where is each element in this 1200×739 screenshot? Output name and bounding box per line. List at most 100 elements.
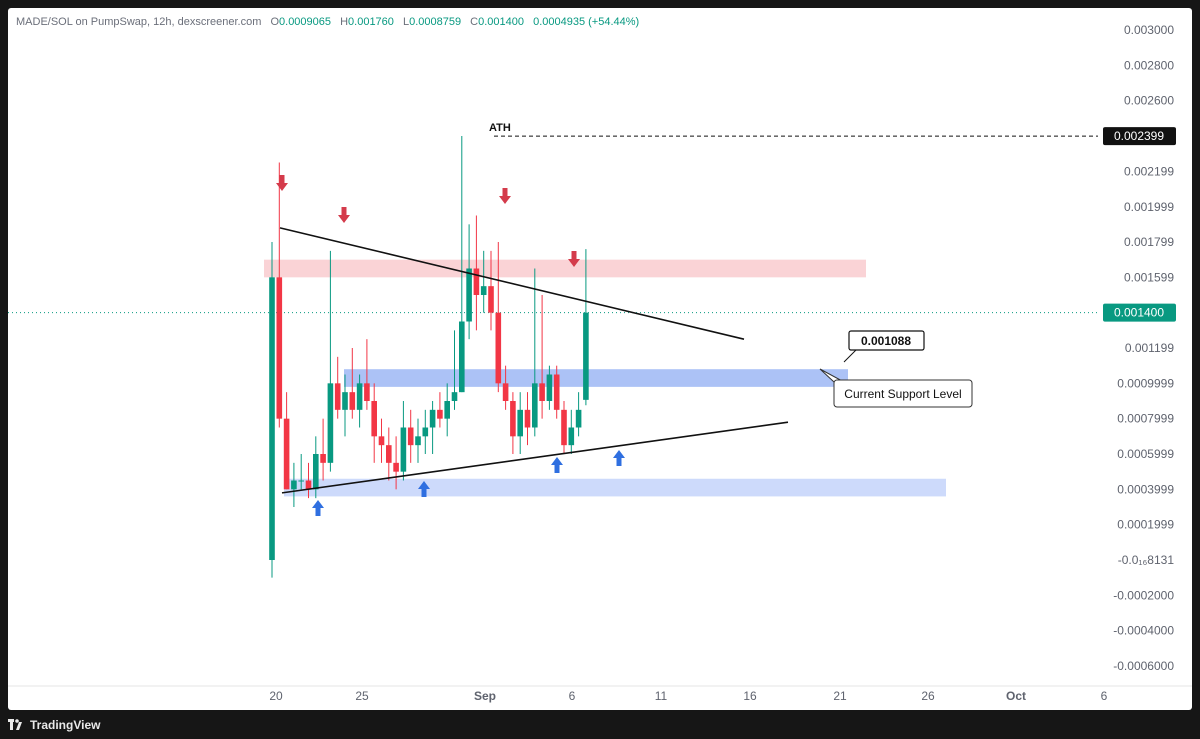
y-tick-label: 0.002199 <box>1124 165 1174 179</box>
candle-body <box>305 480 312 490</box>
candle-body <box>539 383 545 401</box>
candle-body <box>320 454 326 463</box>
y-tick-label: 0.002800 <box>1124 58 1174 72</box>
chart-canvas[interactable]: ATH 0.001088 Current Support Level 0.003000… <box>8 8 1192 710</box>
ath-label: ATH <box>489 122 511 134</box>
candle-body <box>356 383 363 410</box>
candle-body <box>415 436 421 446</box>
y-tick-label: 0.001400 <box>1114 306 1164 320</box>
y-tick-label: 0.001599 <box>1124 271 1174 285</box>
candle-body <box>313 454 319 490</box>
y-tick-label: 0.001199 <box>1125 341 1174 355</box>
candle-body <box>283 418 290 490</box>
y-tick-label: 0.0003999 <box>1117 482 1174 496</box>
ascending-support-trendline <box>281 421 789 494</box>
candle-body <box>532 383 538 428</box>
lower-support-zone <box>284 478 946 497</box>
symbol-title: MADE/SOL on PumpSwap, 12h, dexscreener.c… <box>16 16 262 28</box>
down-arrow-icon <box>568 251 580 267</box>
candle-body <box>400 427 407 472</box>
current-support-zone <box>344 369 848 387</box>
descending-resistance-trendline <box>279 227 745 340</box>
candle-body <box>459 321 465 393</box>
down-arrow-icon <box>338 207 350 223</box>
y-tick-label: -0.0004000 <box>1113 624 1174 638</box>
symbol-legend: MADE/SOL on PumpSwap, 12h, dexscreener.c… <box>16 16 639 28</box>
x-tick-label: 6 <box>1101 689 1108 703</box>
tradingview-logo-icon <box>8 719 22 730</box>
candle-body <box>276 277 283 419</box>
candle-body <box>502 383 509 401</box>
low-value: 0.0008759 <box>409 16 462 28</box>
open-label: O <box>270 16 280 28</box>
y-tick-label: 0.0007999 <box>1117 412 1174 426</box>
close-value: 0.001400 <box>478 16 525 28</box>
candle-body <box>553 374 560 410</box>
candle-body <box>510 401 516 437</box>
level-callout-box <box>848 330 925 351</box>
candle-body <box>517 409 523 437</box>
y-tick-label: -0.0006000 <box>1113 659 1174 673</box>
candle-body <box>364 383 370 401</box>
candle-body <box>488 286 494 313</box>
candle-body <box>269 277 275 560</box>
x-tick-label: 16 <box>743 689 757 703</box>
candle-body <box>386 445 392 463</box>
x-tick-label: 26 <box>921 689 935 703</box>
down-arrow-icon <box>499 188 511 204</box>
current-price-badge <box>1103 303 1176 322</box>
candle-body <box>583 312 589 400</box>
y-tick-label: 0.0009999 <box>1117 376 1174 390</box>
candle-body <box>334 383 341 410</box>
candle-body <box>378 436 385 446</box>
candle-body <box>480 286 487 295</box>
x-tick-label: 25 <box>355 689 369 703</box>
candle-body <box>451 392 458 401</box>
up-arrow-icon <box>418 481 430 497</box>
high-value: 0.001760 <box>348 16 394 28</box>
level-callout-text: 0.001088 <box>861 334 911 348</box>
change-value: 0.0004935 (+54.44%) <box>533 16 640 28</box>
candle-body <box>546 374 553 401</box>
open-value: 0.0009065 <box>279 16 332 28</box>
x-tick-label: 20 <box>269 689 283 703</box>
candle-body <box>393 462 399 472</box>
candle-body <box>429 409 436 428</box>
candle-body <box>291 480 297 490</box>
x-tick-label: 6 <box>569 689 576 703</box>
level-callout-pointer <box>843 349 857 363</box>
candle-body <box>444 401 450 419</box>
y-tick-label: 0.0001999 <box>1117 518 1174 532</box>
y-tick-label: -0.0002000 <box>1113 588 1174 602</box>
y-tick-label: 0.001999 <box>1124 200 1174 214</box>
candle-body <box>568 427 575 446</box>
candle-body <box>437 409 443 419</box>
x-tick-label: Sep <box>474 689 496 703</box>
candle-body <box>466 268 472 322</box>
tradingview-brand: TradingView <box>30 718 101 732</box>
y-tick-label: 0.002600 <box>1124 94 1174 108</box>
candle-body <box>575 409 582 428</box>
close-label: C <box>470 16 479 28</box>
candle-body <box>371 401 377 437</box>
x-tick-label: 21 <box>833 689 847 703</box>
ath-price-badge <box>1103 127 1176 146</box>
chart-panel[interactable]: ATH 0.001088 Current Support Level 0.003000… <box>8 8 1192 710</box>
candle-body <box>342 392 348 410</box>
candle-body <box>422 427 429 437</box>
down-arrow-icon <box>276 175 288 191</box>
candle-body <box>298 480 304 482</box>
candle-body <box>561 409 567 446</box>
candle-body <box>407 427 414 446</box>
candle-body <box>349 392 356 410</box>
candle-body <box>495 312 502 384</box>
up-arrow-icon <box>312 500 324 516</box>
candle-body <box>327 383 334 463</box>
candle-body <box>524 409 531 428</box>
x-tick-label: Oct <box>1006 689 1026 703</box>
y-tick-label: 0.001799 <box>1124 235 1174 249</box>
low-label: L <box>402 16 410 28</box>
high-label: H <box>340 16 349 28</box>
y-tick-label: -0.0₁₆8131 <box>1118 553 1175 567</box>
